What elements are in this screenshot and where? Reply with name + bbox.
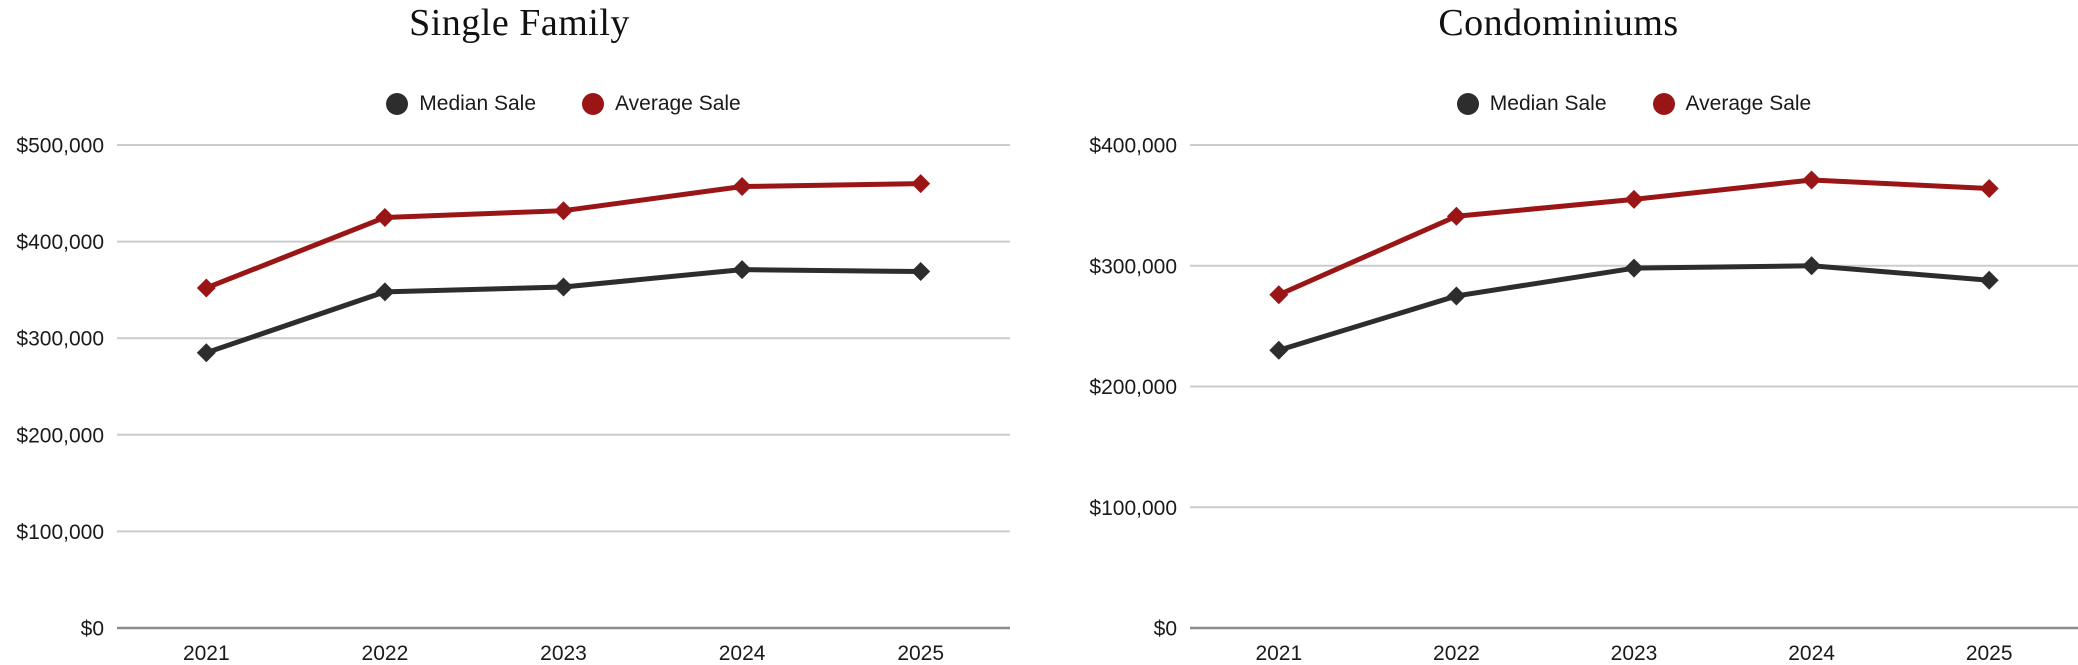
legend-label-average-sale: Average Sale	[615, 92, 741, 115]
y-tick-label: $300,000	[1089, 255, 1177, 278]
y-tick-label: $100,000	[1089, 497, 1177, 520]
data-point-average-sale-2022	[375, 207, 395, 227]
data-point-average-sale-2022	[1446, 206, 1466, 226]
x-tick-label: 2023	[540, 642, 587, 665]
legend-label-average-sale: Average Sale	[1685, 92, 1812, 115]
data-point-average-sale-2024	[1802, 170, 1822, 190]
legend-label-median-sale: Median Sale	[419, 92, 537, 115]
data-point-median-sale-2024	[1802, 256, 1822, 276]
chart-title-condominiums: Condominiums	[1438, 2, 1679, 44]
y-tick-label: $200,000	[1089, 376, 1177, 399]
legend-item-median-sale[interactable]: Median Sale	[386, 92, 536, 116]
data-point-median-sale-2021	[1269, 340, 1289, 360]
data-point-average-sale-2023	[554, 201, 573, 221]
data-point-average-sale-2025	[911, 174, 931, 194]
x-tick-label: 2022	[1433, 642, 1480, 665]
data-point-median-sale-2022	[1446, 286, 1466, 306]
data-point-median-sale-2024	[732, 260, 752, 280]
data-point-median-sale-2021	[196, 343, 216, 363]
x-tick-label: 2024	[1788, 642, 1835, 665]
y-tick-label: $0	[1154, 618, 1177, 641]
chart-panel-single-family: Single Family Median Sale Average Sale $…	[16, 2, 1010, 665]
x-tick-label: 2022	[362, 642, 409, 665]
legend-marker-average-sale-icon	[582, 93, 605, 115]
data-point-median-sale-2023	[1624, 258, 1644, 278]
data-point-median-sale-2023	[554, 277, 573, 297]
y-tick-label: $100,000	[16, 521, 104, 544]
plot-area-single-family: $0 $100,000 $200,000 $300,000 $400,000 $500,0…	[16, 135, 1010, 665]
y-tick-label: $400,000	[16, 231, 104, 254]
plot-area-condominiums: $0 $100,000 $200,000 $300,000 $400,000 2021 20…	[1089, 135, 2078, 665]
x-tick-label: 2024	[719, 642, 766, 665]
chart-legend: Median Sale Average Sale	[1190, 92, 2078, 116]
legend-item-median-sale[interactable]: Median Sale	[1456, 92, 1607, 116]
chart-legend: Median Sale Average Sale	[117, 92, 1010, 116]
y-tick-label: $300,000	[16, 328, 104, 351]
x-tick-label: 2025	[897, 642, 944, 665]
data-point-average-sale-2021	[196, 278, 216, 298]
legend-item-average-sale[interactable]: Average Sale	[1652, 92, 1812, 116]
legend-marker-average-sale-icon	[1652, 93, 1675, 115]
x-tick-label: 2023	[1611, 642, 1658, 665]
data-point-average-sale-2024	[732, 177, 752, 197]
data-point-average-sale-2023	[1624, 189, 1644, 209]
data-point-median-sale-2025	[1979, 270, 1999, 290]
x-tick-label: 2021	[1255, 642, 1302, 665]
data-point-average-sale-2021	[1269, 285, 1289, 305]
chart-title-single-family: Single Family	[409, 2, 630, 44]
y-tick-label: $400,000	[1089, 135, 1177, 158]
y-tick-label: $0	[81, 618, 104, 641]
series-line-median-sale	[1276, 263, 1992, 353]
legend-marker-median-sale-icon	[386, 93, 409, 115]
chart-panel-condominiums: Condominiums Median Sale Average Sale $0…	[1039, 0, 2078, 665]
data-point-average-sale-2025	[1979, 178, 1999, 198]
y-tick-label: $200,000	[16, 424, 104, 447]
x-tick-label: 2025	[1966, 642, 2013, 665]
legend-label-median-sale: Median Sale	[1489, 92, 1607, 115]
data-point-median-sale-2025	[911, 262, 931, 282]
legend-item-average-sale[interactable]: Average Sale	[582, 92, 741, 116]
x-tick-label: 2021	[183, 642, 230, 665]
legend-marker-median-sale-icon	[1456, 93, 1479, 115]
data-point-median-sale-2022	[375, 282, 395, 302]
y-tick-label: $500,000	[16, 135, 104, 158]
